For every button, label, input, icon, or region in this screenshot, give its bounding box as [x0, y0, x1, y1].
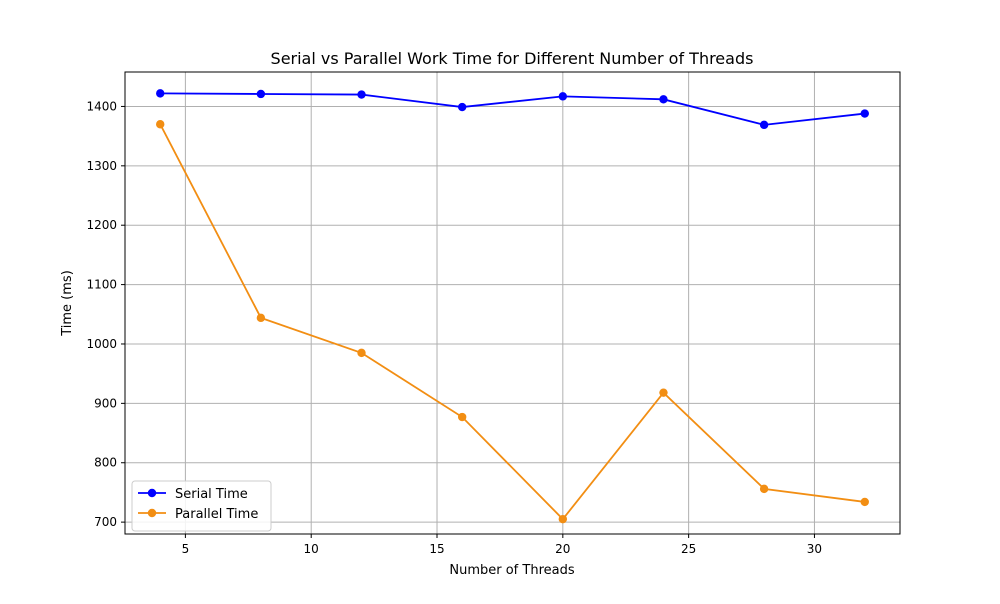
series-layer	[156, 89, 869, 524]
series-1	[156, 89, 869, 130]
data-point	[759, 484, 769, 494]
series-line	[160, 92, 865, 126]
data-point	[558, 92, 568, 101]
legend-entry: Parallel Time	[138, 507, 258, 522]
x-tick-label: 10	[304, 542, 319, 556]
x-tick-label: 30	[807, 542, 822, 556]
y-tick-label: 900	[94, 396, 117, 410]
y-axis-label: Time (ms)	[60, 270, 75, 337]
x-tick-label: 5	[182, 542, 190, 556]
y-tick-label: 1300	[86, 159, 117, 173]
x-tick-label: 25	[681, 542, 696, 556]
data-point	[457, 412, 467, 422]
legend-label: Parallel Time	[175, 507, 258, 522]
data-point	[659, 95, 668, 104]
data-point	[256, 313, 266, 323]
data-point	[558, 514, 568, 524]
data-point	[457, 102, 467, 112]
y-tick-label: 1000	[86, 337, 117, 351]
y-tick-label: 1200	[86, 218, 117, 232]
y-tick-label: 1400	[86, 99, 117, 113]
chart-title: Serial vs Parallel Work Time for Differe…	[271, 49, 754, 68]
legend-box	[131, 480, 272, 532]
data-point	[659, 388, 668, 397]
y-tick-label: 800	[94, 456, 117, 470]
series-2	[156, 120, 869, 524]
legend-label: Serial Time	[175, 487, 248, 502]
data-point	[860, 109, 869, 118]
legend: Serial Time Parallel Time	[131, 480, 272, 532]
legend-marker	[147, 508, 157, 518]
data-point	[156, 120, 165, 129]
x-tick-label: 20	[555, 542, 570, 556]
data-point	[759, 120, 769, 130]
x-axis-label: Number of Threads	[449, 563, 574, 578]
x-tick-label: 15	[429, 542, 444, 556]
y-tick-label: 700	[94, 515, 117, 529]
data-point	[357, 90, 366, 99]
legend-entry: Serial Time	[138, 487, 248, 502]
data-point	[357, 348, 366, 358]
plot-area-frame	[124, 71, 901, 535]
y-tick-label: 1100	[86, 278, 117, 292]
data-point	[860, 497, 869, 507]
grid-lines	[125, 72, 900, 534]
legend-marker	[147, 488, 157, 498]
data-point	[256, 89, 266, 99]
series-line	[159, 123, 865, 521]
data-point	[156, 89, 165, 98]
axis-ticks: 5 10 15 20 25 30 700 800 900 1000 1100 1200 1300 1400	[86, 99, 822, 556]
